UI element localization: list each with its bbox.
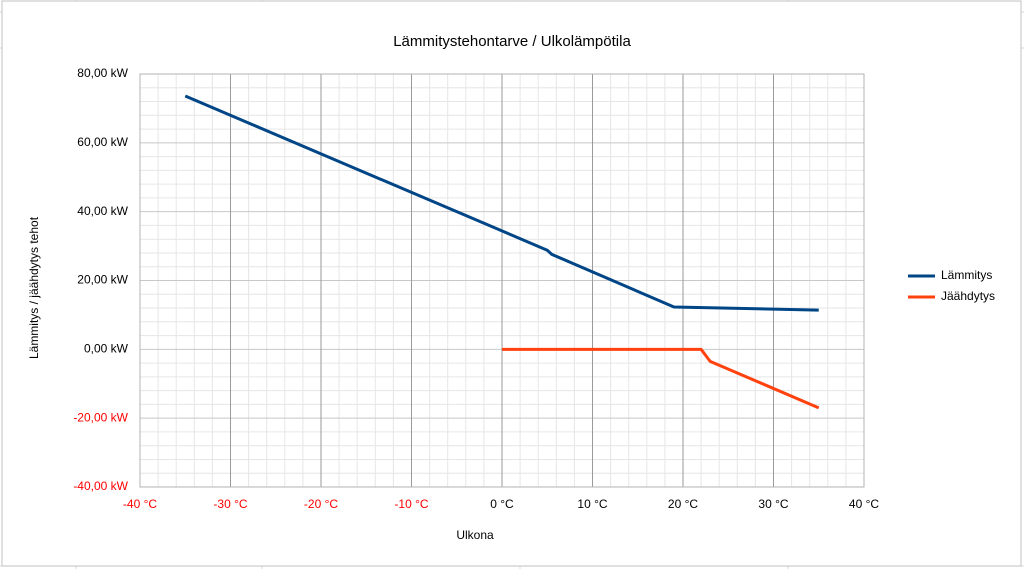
chart-title: Lämmitystehontarve / Ulkolämpötila xyxy=(393,33,631,50)
y-tick-label: -40,00 kW xyxy=(73,479,128,493)
line-series xyxy=(502,347,820,410)
x-axis-title: Ulkona xyxy=(456,528,494,542)
x-tick-label: 10 °C xyxy=(577,497,607,511)
y-axis-title: Lämmitys / jäähdytys tehot xyxy=(27,216,41,359)
x-tick-label: -20 °C xyxy=(304,497,338,511)
x-tick-label: 30 °C xyxy=(758,497,788,511)
y-tick-label: 0,00 kW xyxy=(84,342,129,356)
y-tick-label: 60,00 kW xyxy=(77,135,128,149)
x-tick-label: -30 °C xyxy=(213,497,247,511)
x-tick-label: 20 °C xyxy=(668,497,698,511)
y-tick-label: 80,00 kW xyxy=(77,66,128,80)
plot-frame xyxy=(139,73,865,488)
x-tick-label: 0 °C xyxy=(490,497,514,511)
y-tick-label: 40,00 kW xyxy=(77,204,128,218)
line-series xyxy=(184,94,819,312)
legend-label: Jäähdytys xyxy=(941,289,995,303)
y-tick-label: -20,00 kW xyxy=(73,410,128,424)
x-tick-label: 40 °C xyxy=(849,497,879,511)
y-tick-label: 20,00 kW xyxy=(77,273,128,287)
x-tick-label: -10 °C xyxy=(394,497,428,511)
legend-label: Lämmitys xyxy=(941,268,992,282)
x-tick-label: -40 °C xyxy=(123,497,157,511)
